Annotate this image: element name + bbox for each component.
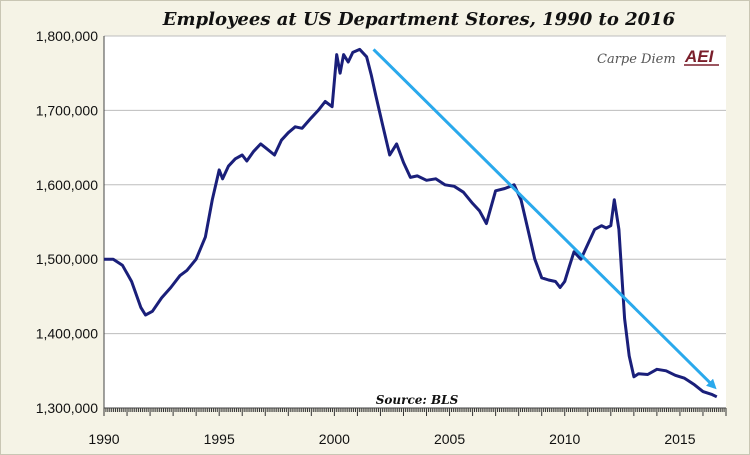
y-axis-ticks: 1,300,000 1,400,000 1,500,000 1,600,000 1,70… bbox=[36, 28, 98, 416]
x-tick-label: 1995 bbox=[204, 431, 235, 447]
brand-label: Carpe Diem bbox=[597, 52, 676, 67]
y-tick-label: 1,800,000 bbox=[36, 28, 98, 44]
trend-arrow bbox=[372, 48, 717, 390]
y-tick-label: 1,700,000 bbox=[36, 102, 98, 118]
y-tick-label: 1,500,000 bbox=[36, 251, 98, 267]
employees-series-line bbox=[104, 47, 718, 399]
chart-title: Employees at US Department Stores, 1990 … bbox=[162, 9, 676, 30]
aei-logo: AEI bbox=[684, 47, 715, 66]
x-tick-label: 2000 bbox=[319, 431, 350, 447]
y-tick-label: 1,300,000 bbox=[36, 400, 98, 416]
x-tick-label: 2010 bbox=[549, 431, 580, 447]
x-tick-label: 1990 bbox=[88, 431, 119, 447]
x-axis-ticks: 1990 1995 2000 2005 2010 2015 bbox=[88, 408, 727, 447]
y-tick-label: 1,600,000 bbox=[36, 177, 98, 193]
branding: Carpe Diem AEI bbox=[597, 47, 719, 67]
x-tick-label: 2005 bbox=[434, 431, 465, 447]
gridlines bbox=[104, 35, 726, 335]
y-tick-label: 1,400,000 bbox=[36, 326, 98, 342]
x-tick-label: 2015 bbox=[664, 431, 695, 447]
source-note: Source: BLS bbox=[376, 393, 459, 407]
